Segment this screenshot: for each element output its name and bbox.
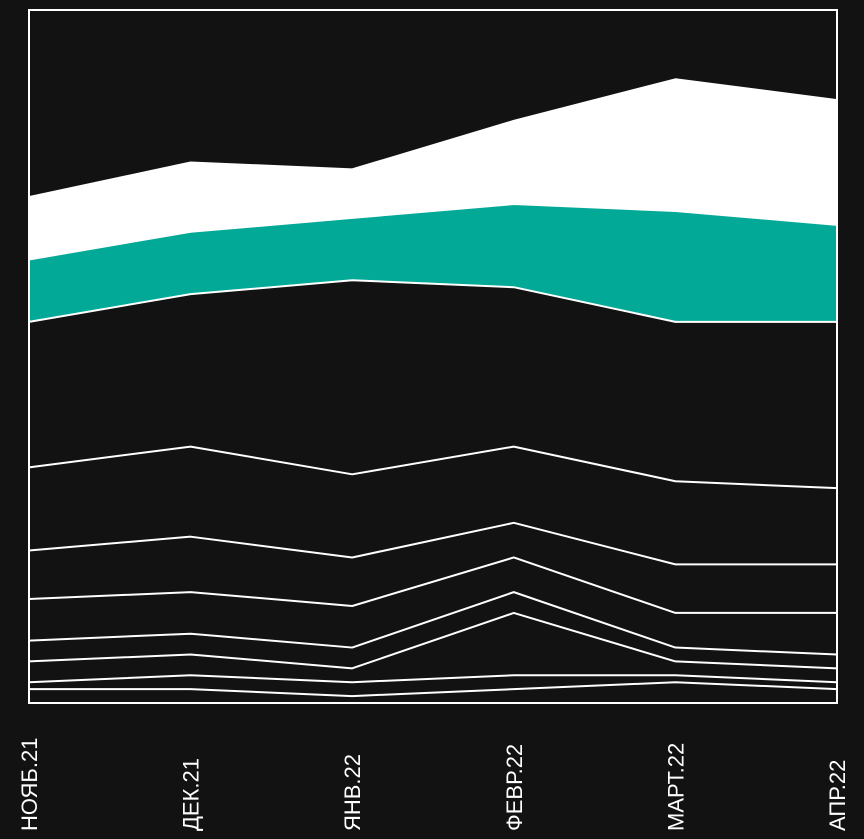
series-boundary-line-8 <box>28 279 837 323</box>
series-boundary-line-5 <box>28 556 837 614</box>
area-series-4 <box>29 592 837 669</box>
series-boundary-line-4 <box>28 591 838 656</box>
plot-frame <box>28 9 838 704</box>
area-series-5 <box>29 557 837 655</box>
series-boundary-line-10 <box>28 78 838 199</box>
series-boundary-line-7 <box>28 445 838 490</box>
x-tick-label: ФЕВР.22 <box>502 744 527 831</box>
series-boundary-line-1 <box>29 681 838 698</box>
area-series-9 <box>29 204 837 322</box>
x-tick-label: ЯНВ.22 <box>340 754 365 831</box>
series-boundary-line-9 <box>28 203 838 261</box>
area-series-3 <box>29 612 837 683</box>
x-tick-label: ДЕК.21 <box>179 758 204 831</box>
x-tick-label: МАРТ.22 <box>663 743 688 831</box>
series-boundary-line-3 <box>28 611 838 670</box>
x-tick-label: АПР.22 <box>825 760 850 831</box>
series-boundary-line-2 <box>28 674 838 684</box>
area-series-7 <box>29 446 837 565</box>
area-series-10 <box>29 79 837 260</box>
series-boundary-line-6 <box>28 521 837 566</box>
area-series-1 <box>29 682 837 703</box>
x-tick-label: НОЯБ.21 <box>17 738 42 831</box>
area-series-6 <box>29 522 837 613</box>
area-series-8 <box>29 280 837 489</box>
area-series-11 <box>29 10 837 198</box>
